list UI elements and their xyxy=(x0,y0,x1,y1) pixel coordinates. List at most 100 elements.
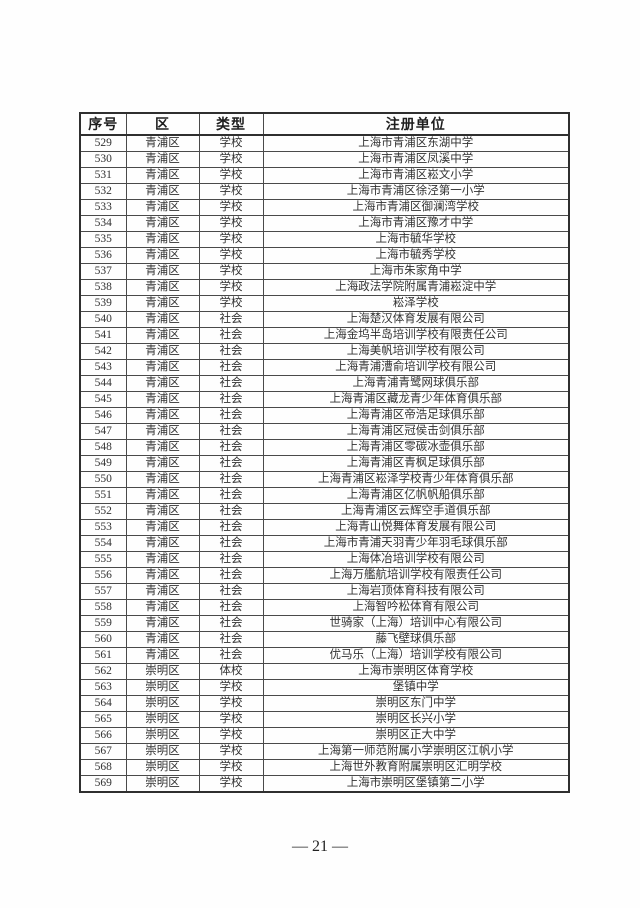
page-number: — 21 — xyxy=(292,838,348,855)
table-row: 554 青浦区 社会 上海市青浦天羽青少年羽毛球俱乐部 xyxy=(79,535,570,552)
row-number-cell: 556 xyxy=(79,567,127,584)
registered-unit-cell: 上海市青浦区崧文小学 xyxy=(262,167,570,184)
district-cell: 青浦区 xyxy=(125,231,200,248)
table-row: 568 崇明区 学校 上海世外教育附属崇明区汇明学校 xyxy=(79,759,570,776)
district-cell: 青浦区 xyxy=(125,567,200,584)
table-row: 538 青浦区 学校 上海政法学院附属青浦崧淀中学 xyxy=(79,279,570,296)
registered-unit-cell: 上海美帆培训学校有限公司 xyxy=(262,343,570,360)
type-cell: 学校 xyxy=(198,151,264,168)
district-cell: 青浦区 xyxy=(125,183,200,200)
type-cell: 体校 xyxy=(198,663,264,680)
type-cell: 社会 xyxy=(198,375,264,392)
row-number-cell: 563 xyxy=(79,679,127,696)
registered-unit-cell: 上海市青浦区凤溪中学 xyxy=(262,151,570,168)
row-number-cell: 545 xyxy=(79,391,127,408)
table-row: 547 青浦区 社会 上海青浦区冠侯击剑俱乐部 xyxy=(79,423,570,440)
type-cell: 社会 xyxy=(198,503,264,520)
row-number-cell: 537 xyxy=(79,263,127,280)
row-number-cell: 567 xyxy=(79,743,127,760)
registered-unit-cell: 上海市青浦区东湖中学 xyxy=(262,134,570,152)
type-cell: 社会 xyxy=(198,391,264,408)
type-cell: 学校 xyxy=(198,295,264,312)
district-cell: 青浦区 xyxy=(125,295,200,312)
district-cell: 青浦区 xyxy=(125,263,200,280)
registered-unit-cell: 上海青浦区冠侯击剑俱乐部 xyxy=(262,423,570,440)
type-cell: 学校 xyxy=(198,679,264,696)
type-cell: 社会 xyxy=(198,471,264,488)
district-cell: 青浦区 xyxy=(125,455,200,472)
row-number-cell: 562 xyxy=(79,663,127,680)
table-row: 541 青浦区 社会 上海金坞半岛培训学校有限责任公司 xyxy=(79,327,570,344)
table-row: 562 崇明区 体校 上海市崇明区体育学校 xyxy=(79,663,570,680)
row-number-cell: 560 xyxy=(79,631,127,648)
table-row: 545 青浦区 社会 上海青浦区藏龙青少年体育俱乐部 xyxy=(79,391,570,408)
registered-unit-cell: 上海青浦青鹭网球俱乐部 xyxy=(262,375,570,392)
district-cell: 崇明区 xyxy=(125,695,200,712)
type-cell: 学校 xyxy=(198,711,264,728)
registered-unit-cell: 上海青浦区零碳冰壶俱乐部 xyxy=(262,439,570,456)
table-row: 549 青浦区 社会 上海青浦区青枫足球俱乐部 xyxy=(79,455,570,472)
type-cell: 学校 xyxy=(198,247,264,264)
row-number-cell: 531 xyxy=(79,167,127,184)
type-cell: 学校 xyxy=(198,727,264,744)
table-row: 569 崇明区 学校 上海市崇明区堡镇第二小学 xyxy=(79,775,570,793)
row-number-cell: 544 xyxy=(79,375,127,392)
registered-unit-cell: 上海青山悦舞体育发展有限公司 xyxy=(262,519,570,536)
registered-unit-cell: 上海青浦区亿帆帆船俱乐部 xyxy=(262,487,570,504)
type-cell: 社会 xyxy=(198,439,264,456)
table-row: 548 青浦区 社会 上海青浦区零碳冰壶俱乐部 xyxy=(79,439,570,456)
registered-unit-cell: 上海市青浦区御澜湾学校 xyxy=(262,199,570,216)
type-cell: 社会 xyxy=(198,647,264,664)
type-cell: 学校 xyxy=(198,279,264,296)
table-row: 555 青浦区 社会 上海体冶培训学校有限公司 xyxy=(79,551,570,568)
district-cell: 崇明区 xyxy=(125,663,200,680)
district-cell: 青浦区 xyxy=(125,583,200,600)
registered-unit-cell: 上海青浦区青枫足球俱乐部 xyxy=(262,455,570,472)
row-number-cell: 538 xyxy=(79,279,127,296)
registered-unit-cell: 堡镇中学 xyxy=(262,679,570,696)
type-cell: 学校 xyxy=(198,134,264,152)
district-cell: 青浦区 xyxy=(125,167,200,184)
row-number-cell: 565 xyxy=(79,711,127,728)
type-cell: 社会 xyxy=(198,551,264,568)
district-cell: 青浦区 xyxy=(125,279,200,296)
type-cell: 社会 xyxy=(198,359,264,376)
registered-unit-cell: 上海市毓华学校 xyxy=(262,231,570,248)
table-row: 552 青浦区 社会 上海青浦区云辉空手道俱乐部 xyxy=(79,503,570,520)
registered-unit-cell: 藤飞壁球俱乐部 xyxy=(262,631,570,648)
row-number-cell: 535 xyxy=(79,231,127,248)
registered-unit-cell: 上海青浦区云辉空手道俱乐部 xyxy=(262,503,570,520)
district-cell: 青浦区 xyxy=(125,215,200,232)
district-cell: 青浦区 xyxy=(125,471,200,488)
table-row: 529 青浦区 学校 上海市青浦区东湖中学 xyxy=(79,134,570,152)
table-row: 567 崇明区 学校 上海第一师范附属小学崇明区江帆小学 xyxy=(79,743,570,760)
district-cell: 崇明区 xyxy=(125,679,200,696)
row-number-cell: 566 xyxy=(79,727,127,744)
table-row: 563 崇明区 学校 堡镇中学 xyxy=(79,679,570,696)
district-cell: 青浦区 xyxy=(125,487,200,504)
registered-unit-cell: 上海市毓秀学校 xyxy=(262,247,570,264)
district-cell: 青浦区 xyxy=(125,631,200,648)
district-cell: 青浦区 xyxy=(125,647,200,664)
row-number-cell: 534 xyxy=(79,215,127,232)
row-number-cell: 539 xyxy=(79,295,127,312)
registered-unit-cell: 上海岩顶体育科技有限公司 xyxy=(262,583,570,600)
district-cell: 青浦区 xyxy=(125,535,200,552)
row-number-cell: 546 xyxy=(79,407,127,424)
registered-unit-cell: 崇明区长兴小学 xyxy=(262,711,570,728)
district-cell: 青浦区 xyxy=(125,599,200,616)
registered-unit-cell: 上海市青浦区徐泾第一小学 xyxy=(262,183,570,200)
type-cell: 学校 xyxy=(198,231,264,248)
table-row: 553 青浦区 社会 上海青山悦舞体育发展有限公司 xyxy=(79,519,570,536)
row-number-cell: 550 xyxy=(79,471,127,488)
type-cell: 社会 xyxy=(198,343,264,360)
row-number-cell: 564 xyxy=(79,695,127,712)
row-number-cell: 568 xyxy=(79,759,127,776)
registered-unit-cell: 世骑家（上海）培训中心有限公司 xyxy=(262,615,570,632)
district-cell: 崇明区 xyxy=(125,727,200,744)
type-cell: 社会 xyxy=(198,519,264,536)
table-row: 533 青浦区 学校 上海市青浦区御澜湾学校 xyxy=(79,199,570,216)
district-cell: 崇明区 xyxy=(125,711,200,728)
type-cell: 学校 xyxy=(198,759,264,776)
